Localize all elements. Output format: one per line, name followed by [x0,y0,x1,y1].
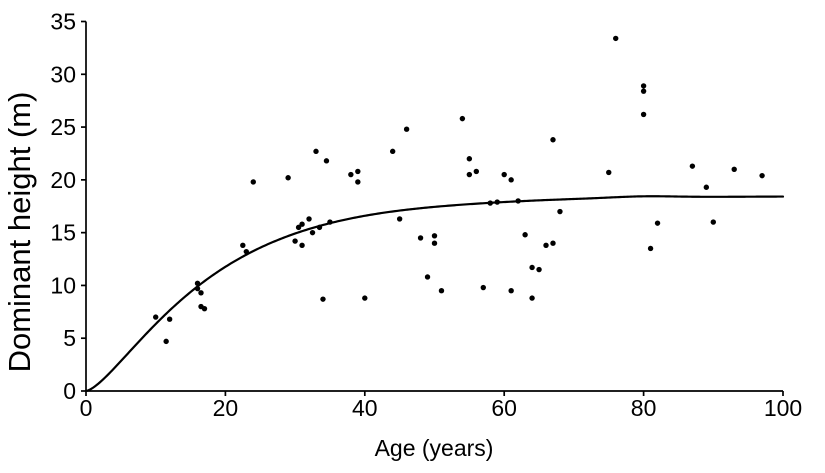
svg-text:25: 25 [50,114,76,140]
svg-text:15: 15 [50,220,76,246]
svg-text:Dominant height (m): Dominant height (m) [2,92,37,373]
svg-text:10: 10 [50,272,76,298]
svg-text:0: 0 [80,395,93,421]
svg-text:0: 0 [63,378,76,404]
svg-text:80: 80 [631,395,657,421]
svg-text:20: 20 [213,395,239,421]
svg-text:40: 40 [352,395,378,421]
svg-text:Age (years): Age (years) [375,435,494,461]
svg-text:5: 5 [63,325,76,351]
svg-text:35: 35 [50,9,76,35]
svg-text:100: 100 [764,395,802,421]
svg-text:60: 60 [491,395,517,421]
svg-text:20: 20 [50,167,76,193]
svg-text:30: 30 [50,61,76,87]
